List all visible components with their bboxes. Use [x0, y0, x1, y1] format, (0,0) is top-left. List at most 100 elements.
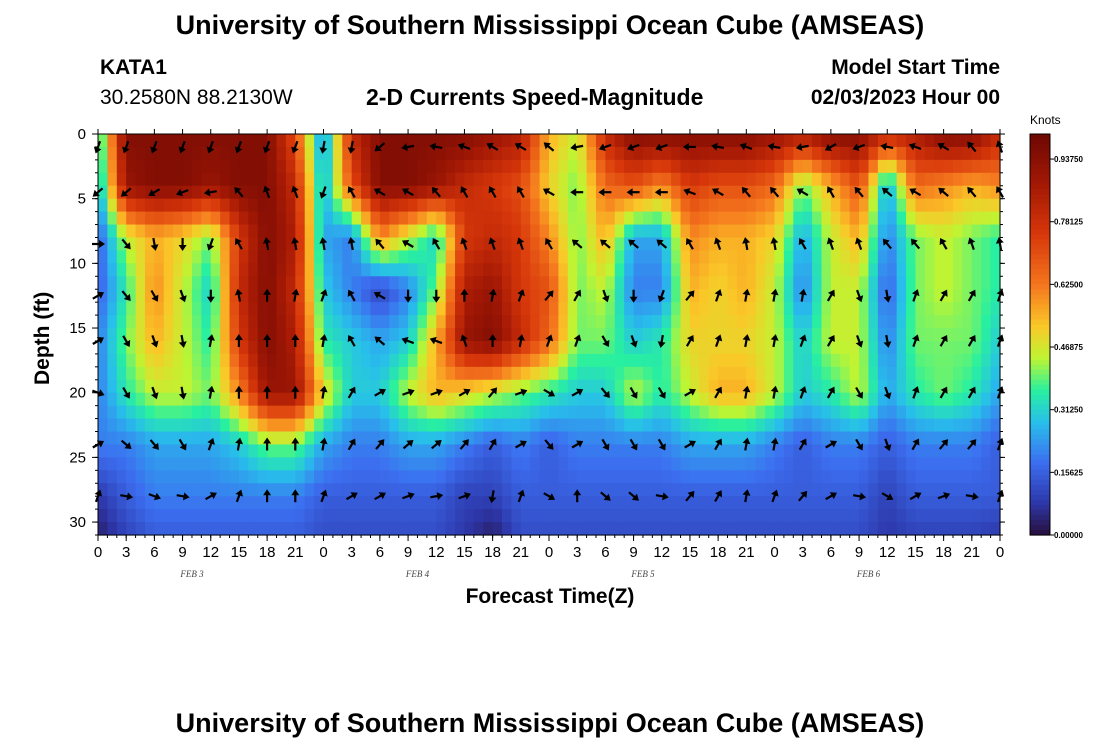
heat-cell	[774, 315, 785, 329]
heat-cell	[455, 134, 466, 148]
heat-cell	[295, 146, 306, 161]
heat-cell	[887, 522, 898, 536]
heat-cell	[342, 522, 353, 536]
heat-cell	[577, 172, 588, 187]
heat-cell	[943, 366, 954, 381]
heat-cell	[267, 379, 278, 394]
heat-cell	[304, 340, 315, 355]
heat-cell	[962, 198, 973, 213]
heat-cell	[389, 444, 400, 458]
current-arrow	[967, 439, 977, 450]
heat-cell	[417, 263, 428, 277]
heat-cell	[793, 457, 804, 471]
heat-cell	[830, 172, 841, 187]
heat-cell	[755, 340, 766, 355]
heat-cell	[652, 392, 663, 407]
colorbar-cell	[1030, 249, 1050, 255]
heat-cell	[567, 340, 578, 355]
heat-cell	[699, 250, 710, 264]
arrow-head	[319, 191, 327, 199]
x-tick-label: 15	[907, 544, 924, 561]
heat-cell	[408, 522, 419, 536]
heat-cell	[549, 302, 559, 316]
current-arrow	[459, 439, 469, 450]
heat-cell	[210, 250, 221, 264]
heat-cell	[229, 509, 240, 523]
arrow-head	[799, 386, 807, 394]
heat-cell	[520, 457, 531, 471]
arrow-head	[514, 142, 522, 150]
heat-cell	[859, 276, 870, 290]
heat-cell	[924, 431, 935, 446]
heat-cell	[464, 418, 475, 433]
heat-cell	[154, 444, 165, 458]
heat-cell	[98, 211, 108, 226]
heat-cell	[107, 418, 118, 433]
heat-cell	[689, 483, 700, 497]
heat-cell	[285, 224, 296, 239]
heat-cell	[257, 276, 268, 290]
heat-cell	[614, 496, 625, 510]
heat-cell	[981, 457, 992, 471]
heat-cell	[727, 250, 738, 264]
heat-cell	[163, 496, 174, 510]
heat-cell	[361, 470, 372, 484]
heat-cell	[896, 315, 907, 329]
colorbar-tick-label: 0.31250	[1054, 406, 1083, 415]
heat-cell	[981, 198, 992, 213]
arrow-head	[235, 437, 244, 445]
heat-cell	[783, 328, 794, 342]
arrow-head	[941, 439, 949, 447]
heat-cell	[464, 405, 475, 420]
heat-cell	[229, 405, 240, 420]
arrow-head	[883, 444, 892, 452]
heat-cell	[671, 405, 682, 420]
heat-cell	[990, 522, 1001, 536]
current-arrow	[150, 237, 159, 251]
heat-cell	[135, 353, 146, 368]
heat-cell	[577, 353, 588, 368]
heat-cell	[417, 405, 428, 420]
heat-cell	[229, 302, 240, 316]
heat-cell	[408, 509, 419, 523]
heat-cell	[849, 302, 860, 316]
heat-cell	[812, 483, 823, 497]
heat-cell	[182, 198, 193, 213]
heat-cell	[323, 470, 334, 484]
heat-cell	[981, 211, 992, 226]
heat-cell	[765, 379, 776, 394]
heat-cell	[455, 444, 466, 458]
heat-cell	[436, 457, 447, 471]
heat-cell	[295, 470, 306, 484]
heat-cell	[755, 366, 766, 381]
heat-cell	[511, 134, 522, 148]
heat-cell	[671, 496, 682, 510]
heat-cell	[257, 211, 268, 226]
heat-cell	[417, 237, 428, 252]
heat-cell	[558, 379, 569, 394]
heat-cell	[736, 134, 747, 148]
current-arrow	[458, 388, 471, 397]
heat-cell	[144, 198, 155, 213]
heat-cell	[285, 237, 296, 252]
heat-cell	[605, 146, 616, 161]
arrow-head	[600, 239, 608, 247]
heat-cell	[577, 483, 588, 497]
heat-cell	[257, 159, 268, 174]
heat-cell	[849, 263, 860, 277]
heat-cell	[746, 353, 757, 368]
arrow-head	[685, 237, 693, 246]
heat-cell	[398, 263, 409, 277]
heat-cell	[605, 379, 616, 394]
colorbar-cell	[1030, 529, 1050, 536]
heat-cell	[98, 146, 108, 161]
current-arrow	[714, 289, 723, 302]
heat-cell	[361, 172, 372, 187]
heat-cell	[464, 224, 475, 239]
heat-cell	[116, 340, 127, 355]
heat-cell	[577, 418, 588, 433]
heat-cell	[389, 198, 400, 213]
heat-cell	[135, 379, 146, 394]
heat-cell	[154, 457, 165, 471]
heat-cell	[671, 522, 682, 536]
